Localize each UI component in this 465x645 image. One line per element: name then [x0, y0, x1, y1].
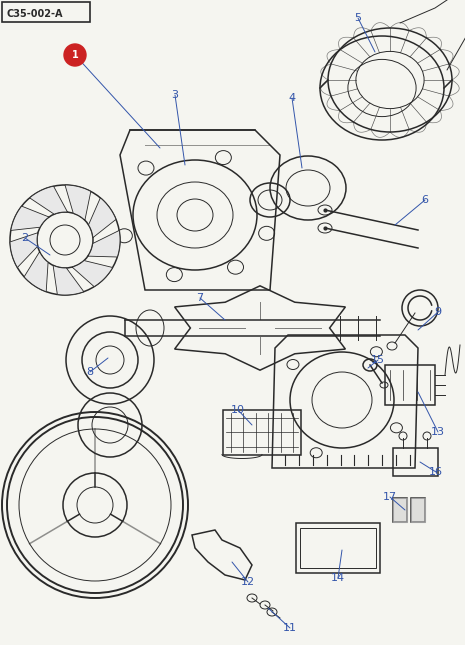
Bar [393, 498, 407, 522]
Text: 8: 8 [86, 367, 93, 377]
Text: 17: 17 [383, 492, 397, 502]
Polygon shape [24, 252, 48, 292]
Text: 5: 5 [354, 13, 361, 23]
Text: 11: 11 [283, 623, 297, 633]
Text: 9: 9 [434, 307, 442, 317]
Polygon shape [393, 498, 407, 522]
Polygon shape [30, 186, 67, 214]
Polygon shape [11, 206, 49, 230]
Text: 6: 6 [421, 195, 429, 205]
Text: 12: 12 [241, 577, 255, 587]
Text: 16: 16 [429, 467, 443, 477]
Circle shape [64, 44, 86, 66]
Bar [392, 448, 438, 476]
Polygon shape [10, 233, 38, 268]
Polygon shape [53, 265, 84, 295]
Text: 3: 3 [172, 90, 179, 100]
Text: 2: 2 [21, 233, 28, 243]
Text: 10: 10 [231, 405, 245, 415]
Text: 1: 1 [72, 50, 79, 60]
Bar [296, 523, 380, 573]
Text: 14: 14 [331, 573, 345, 583]
Polygon shape [88, 198, 116, 237]
Text: 15: 15 [371, 355, 385, 365]
Bar [385, 365, 435, 405]
Polygon shape [411, 498, 425, 522]
Bar [2, 2, 90, 22]
Bar [411, 498, 425, 522]
Bar [300, 528, 376, 568]
Polygon shape [88, 230, 120, 257]
Polygon shape [65, 185, 91, 220]
Text: 4: 4 [288, 93, 296, 103]
Text: C35-002-A: C35-002-A [6, 9, 62, 19]
Text: 13: 13 [431, 427, 445, 437]
Text: 7: 7 [196, 293, 204, 303]
Polygon shape [72, 261, 113, 286]
